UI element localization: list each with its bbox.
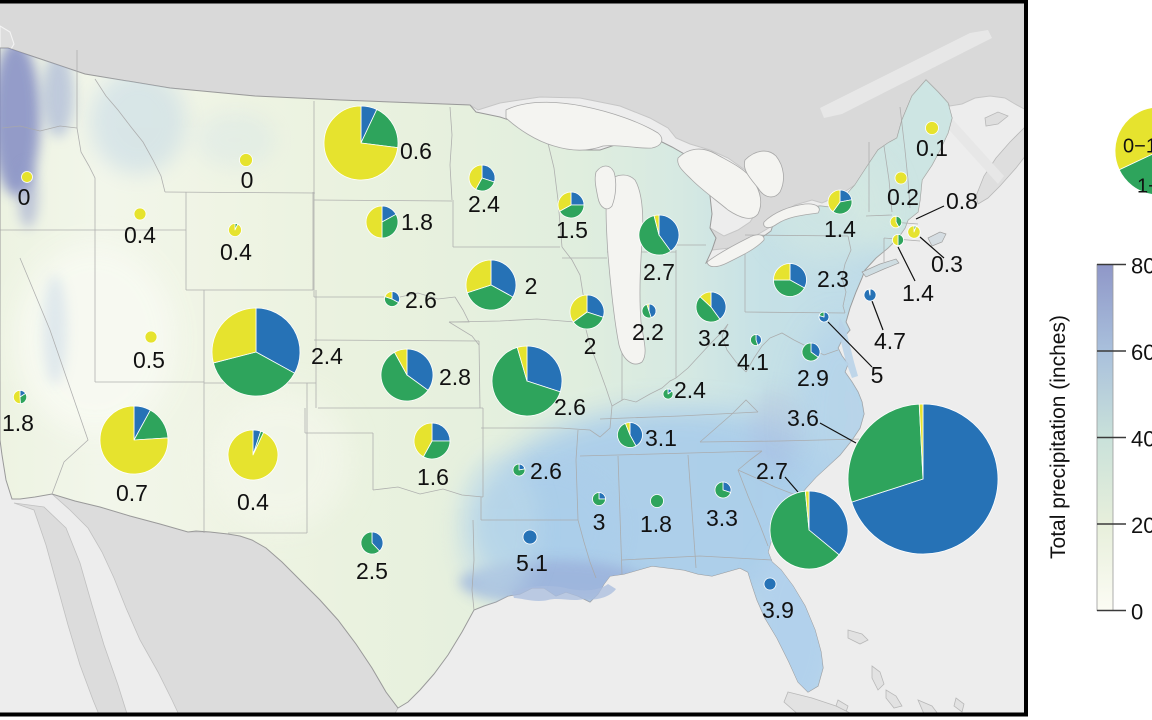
svg-text:0: 0 <box>18 184 31 210</box>
svg-text:2.3: 2.3 <box>817 266 849 292</box>
svg-text:0.2: 0.2 <box>887 184 919 210</box>
svg-text:3.1: 3.1 <box>645 425 677 451</box>
svg-text:1.4: 1.4 <box>902 280 934 306</box>
svg-text:40: 40 <box>1131 426 1152 451</box>
svg-text:1.8: 1.8 <box>640 511 672 537</box>
svg-text:2.7: 2.7 <box>756 458 788 484</box>
svg-text:3.9: 3.9 <box>762 597 794 623</box>
svg-text:5: 5 <box>871 362 884 388</box>
svg-text:3: 3 <box>593 509 606 535</box>
svg-text:2.5: 2.5 <box>356 558 388 584</box>
svg-text:1.5: 1.5 <box>556 217 588 243</box>
svg-text:0.4: 0.4 <box>124 222 156 248</box>
svg-text:0.1: 0.1 <box>916 135 948 161</box>
svg-text:0.7: 0.7 <box>116 480 148 506</box>
svg-text:Total precipitation (inches): Total precipitation (inches) <box>1047 315 1070 559</box>
svg-text:20: 20 <box>1131 513 1152 538</box>
svg-text:80: 80 <box>1131 253 1152 278</box>
svg-text:1.6: 1.6 <box>417 464 449 490</box>
svg-text:2.4: 2.4 <box>468 191 500 217</box>
svg-text:3.2: 3.2 <box>698 325 730 351</box>
svg-text:2.2: 2.2 <box>632 319 664 345</box>
svg-text:2.8: 2.8 <box>439 364 471 390</box>
svg-text:2.7: 2.7 <box>643 259 675 285</box>
svg-text:0.6: 0.6 <box>400 138 432 164</box>
svg-text:1.8: 1.8 <box>401 209 433 235</box>
svg-text:2.6: 2.6 <box>554 394 586 420</box>
svg-text:2: 2 <box>525 273 538 299</box>
svg-text:60: 60 <box>1131 340 1152 365</box>
svg-text:1.4: 1.4 <box>824 216 856 242</box>
svg-text:1.8: 1.8 <box>2 410 34 436</box>
svg-text:2.4: 2.4 <box>674 377 706 403</box>
svg-text:0.4: 0.4 <box>237 489 269 515</box>
svg-text:4.7: 4.7 <box>874 328 906 354</box>
svg-text:0.4: 0.4 <box>220 239 252 265</box>
svg-text:0: 0 <box>1131 599 1143 624</box>
svg-text:2.6: 2.6 <box>405 287 437 313</box>
svg-text:3.6: 3.6 <box>787 405 819 431</box>
svg-text:0−1: 0−1 <box>1123 135 1152 157</box>
svg-text:0.8: 0.8 <box>946 188 978 214</box>
svg-text:2.6: 2.6 <box>530 458 562 484</box>
svg-text:5.1: 5.1 <box>516 550 548 576</box>
svg-text:4.1: 4.1 <box>737 349 769 375</box>
svg-text:3.3: 3.3 <box>706 505 738 531</box>
svg-text:1−2: 1−2 <box>1137 175 1152 197</box>
svg-text:2: 2 <box>584 333 597 359</box>
svg-text:2.4: 2.4 <box>311 343 343 369</box>
svg-text:2.9: 2.9 <box>797 365 829 391</box>
svg-text:0.5: 0.5 <box>133 347 165 373</box>
svg-text:0: 0 <box>241 167 254 193</box>
svg-text:0.3: 0.3 <box>931 251 963 277</box>
